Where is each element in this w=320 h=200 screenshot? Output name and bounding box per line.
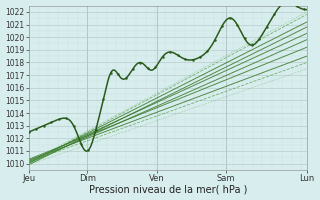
X-axis label: Pression niveau de la mer( hPa ): Pression niveau de la mer( hPa ): [89, 184, 247, 194]
